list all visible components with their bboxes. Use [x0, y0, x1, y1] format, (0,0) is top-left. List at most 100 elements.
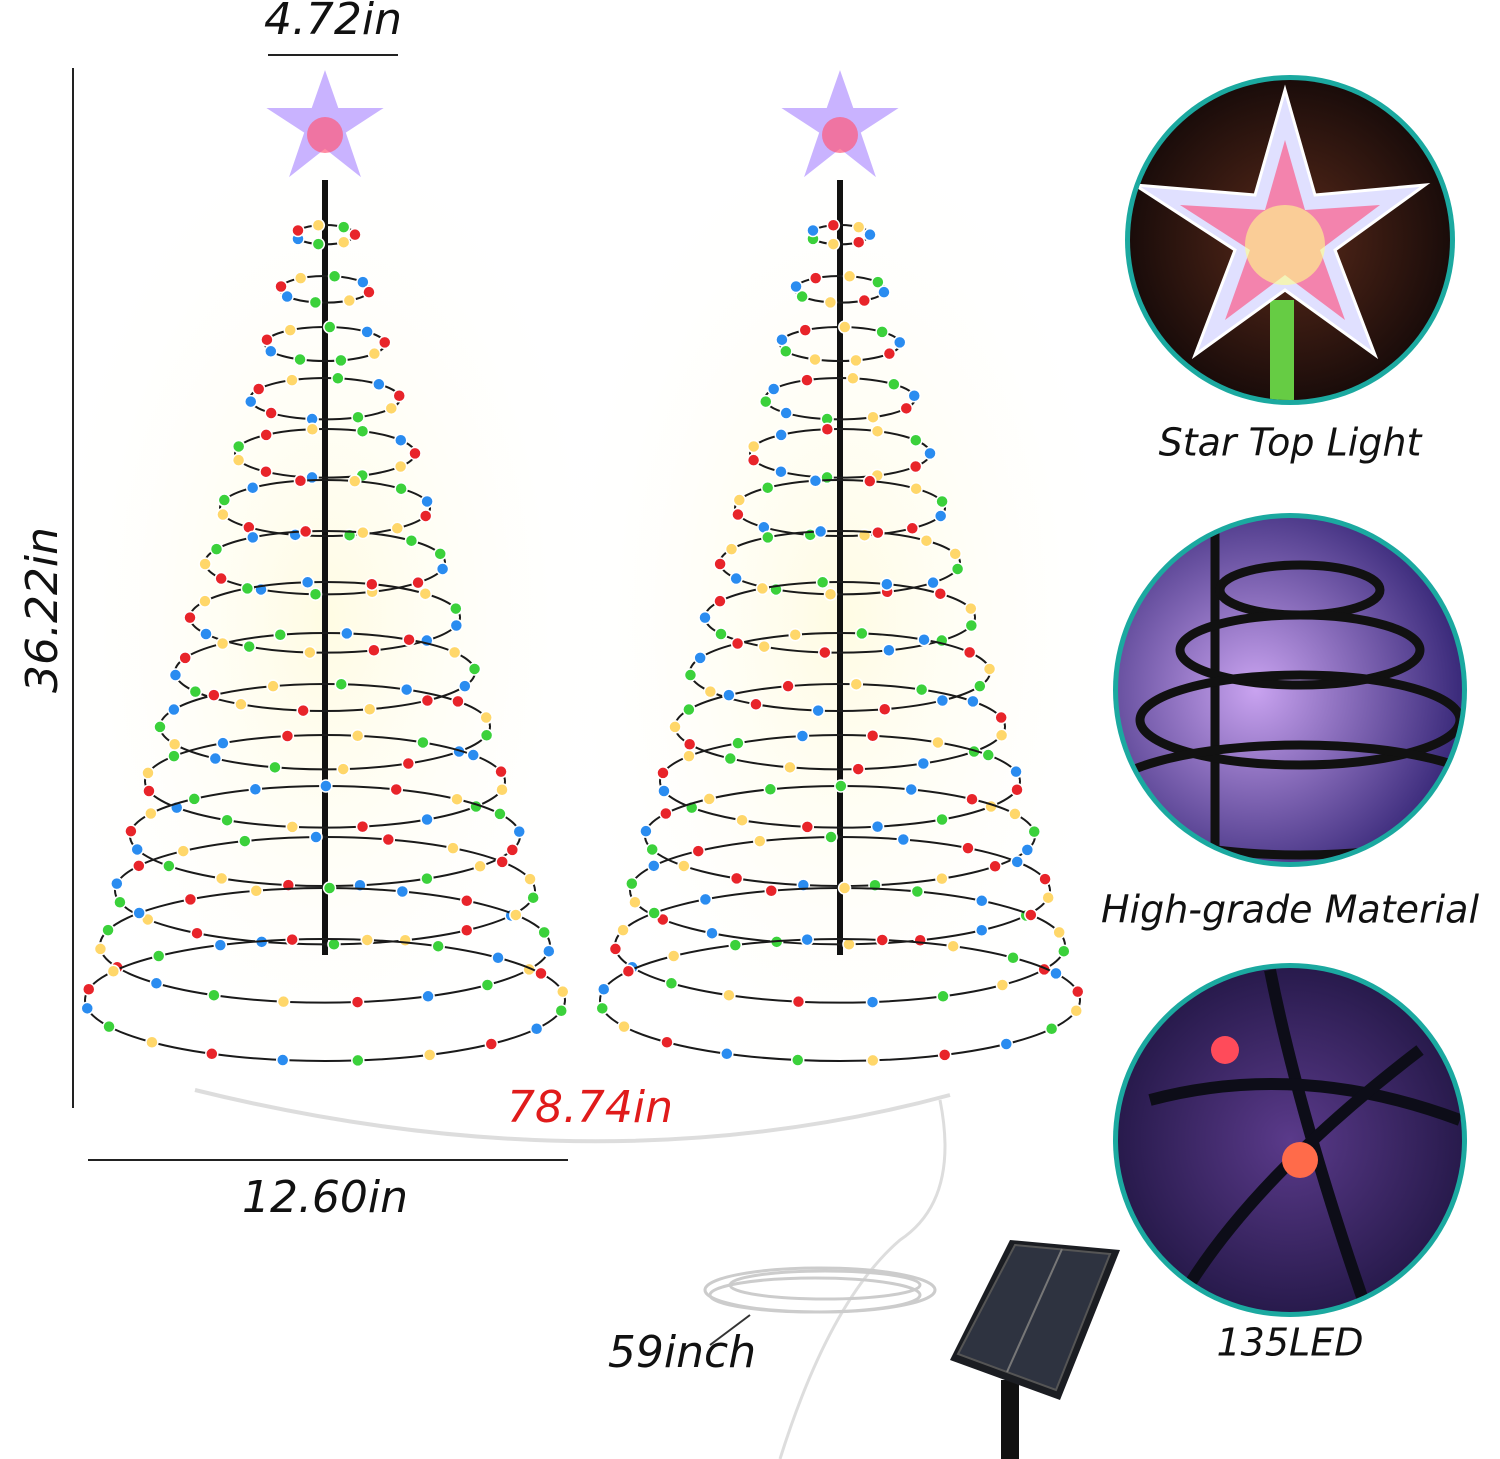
led [999, 1037, 1014, 1051]
led [389, 782, 403, 797]
led [356, 275, 370, 289]
led [296, 703, 310, 718]
led [834, 779, 848, 793]
led [823, 587, 838, 601]
led [459, 923, 474, 938]
led [183, 610, 197, 625]
led [207, 988, 221, 1002]
led [101, 923, 115, 937]
led [639, 824, 653, 838]
led [450, 792, 464, 806]
led [720, 1047, 734, 1061]
led [1044, 1022, 1059, 1036]
led [811, 703, 825, 718]
led [617, 1019, 631, 1034]
tree-ring [84, 938, 566, 1062]
led [334, 677, 349, 691]
led [420, 494, 434, 509]
led [416, 735, 430, 750]
led [729, 871, 744, 886]
led [647, 859, 661, 873]
led [167, 737, 182, 752]
tree-ring [659, 734, 1021, 829]
led [729, 571, 743, 586]
led [645, 842, 659, 857]
led [892, 335, 907, 350]
led [311, 218, 326, 232]
dimension-lines [72, 54, 568, 1161]
led [209, 542, 224, 556]
led [421, 989, 435, 1004]
led [213, 938, 228, 952]
led [367, 346, 382, 361]
led [995, 978, 1010, 992]
led [798, 323, 812, 337]
led [693, 651, 707, 665]
led [238, 834, 252, 848]
led [935, 693, 950, 708]
led [245, 480, 260, 495]
led [268, 760, 282, 775]
led [198, 594, 212, 608]
led [877, 702, 892, 716]
led [907, 389, 921, 403]
led [820, 422, 835, 436]
led [946, 939, 960, 953]
led [336, 235, 351, 249]
led [216, 507, 230, 522]
led [512, 824, 526, 839]
led [149, 976, 164, 991]
led [870, 424, 885, 438]
led [145, 1035, 159, 1050]
led [820, 470, 834, 485]
led [183, 892, 198, 907]
led [779, 406, 793, 420]
led [757, 639, 771, 654]
led [824, 830, 838, 844]
led [449, 618, 464, 633]
led [244, 394, 258, 409]
led [273, 628, 288, 642]
led [818, 645, 832, 660]
led [788, 628, 803, 642]
led [981, 748, 996, 762]
led [764, 883, 779, 898]
led [682, 702, 696, 717]
led [813, 524, 828, 539]
led [865, 995, 880, 1009]
led [523, 872, 537, 886]
led [418, 586, 433, 601]
led [1041, 890, 1055, 905]
led [356, 525, 370, 540]
led [276, 994, 291, 1009]
led [935, 494, 949, 509]
led [214, 571, 228, 586]
led [964, 601, 978, 616]
led [838, 320, 852, 334]
feature-label: High-grade Material [1101, 888, 1479, 932]
led [698, 892, 713, 907]
led [806, 223, 820, 238]
led [393, 459, 408, 474]
led [334, 353, 348, 368]
led [905, 521, 920, 536]
led [973, 679, 987, 693]
led [264, 344, 278, 359]
led [178, 651, 192, 665]
led [493, 807, 507, 821]
star-center [822, 117, 858, 153]
tree-ring [629, 836, 1051, 946]
led [1069, 1003, 1084, 1018]
led [1010, 782, 1024, 797]
led [207, 688, 221, 702]
led [666, 949, 681, 963]
led [293, 271, 308, 285]
led [760, 480, 775, 495]
led [682, 749, 696, 763]
led [365, 577, 379, 591]
led [176, 844, 191, 858]
led [948, 547, 962, 561]
led [283, 323, 297, 337]
led [420, 693, 435, 708]
led [837, 881, 852, 895]
